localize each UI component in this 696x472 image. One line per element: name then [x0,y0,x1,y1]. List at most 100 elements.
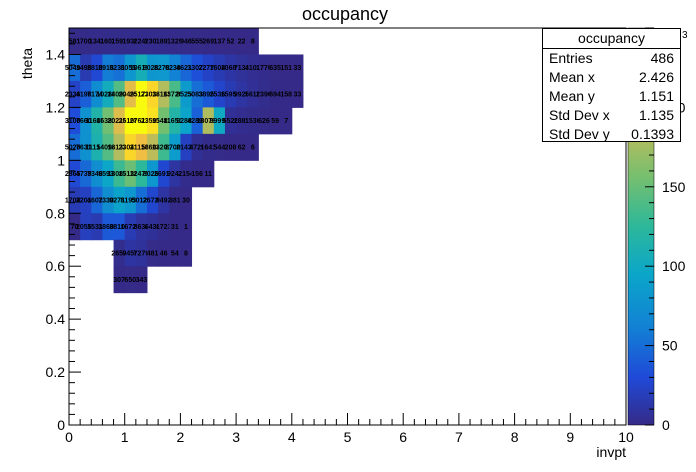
cell-value-label: 10684 [221,65,241,72]
cell-value-label: 1602 [100,39,116,46]
heatmap-cell [269,107,282,135]
colorbar-exponent: 3 [682,30,688,41]
heatmap-cell [158,160,170,188]
heatmap-cell [247,133,259,161]
cell-value-label: 71741 [87,92,107,99]
heatmap-cell [135,160,148,188]
heatmap-cell [135,186,148,214]
cell-value-label: 130875 [107,171,130,178]
heatmap-cell [247,80,259,108]
cell-value-label: 62 [238,145,246,152]
heatmap-cell [236,107,248,135]
cell-value-label: 59 [271,118,279,125]
x-tick-label: 7 [455,429,463,445]
heatmap-cell [169,239,181,267]
cell-value-label: 181327 [107,145,130,152]
heatmap-cell [91,133,103,161]
heatmap-cell [258,54,271,82]
cell-value-label: 23369 [65,92,85,99]
heatmap-cell [113,160,126,188]
cell-value-label: 50839 [187,92,207,99]
stats-row-stddev-x: Std Dev x 1.135 [543,106,680,125]
heatmap-cell [91,80,103,108]
heatmap-cell [191,80,204,108]
cell-value-label: 17049 [65,198,85,205]
heatmap-cell [124,54,137,82]
cell-value-label: 153812 [96,118,119,125]
heatmap-cell [113,133,126,161]
cell-value-label: 700 [80,39,92,46]
cell-value-label: 52318 [109,65,129,72]
x-tick-label: 8 [511,429,519,445]
cell-value-label: 581 [69,39,81,46]
cell-value-label: 81935 [121,198,141,205]
cell-value-label: 235915 [141,118,164,125]
heatmap-cell [202,80,215,108]
stats-value: 486 [650,50,674,66]
heatmap-cell [158,133,170,161]
cell-value-label: 8632 [134,224,150,231]
stats-value: 2.426 [638,69,674,85]
y-tick-label: 0.4 [46,311,66,327]
cell-value-label: 158 [280,92,292,99]
x-tick-label: 4 [288,429,296,445]
heatmap-cell [102,80,115,108]
cell-value-label: 140948 [96,145,119,152]
cell-value-label: 46028 [87,198,107,205]
stats-label: Entries [549,50,593,66]
heatmap-cell [258,107,271,135]
cell-value-label: 47390 [76,171,96,178]
heatmap-cell [135,28,148,55]
heatmap-cell [113,186,126,214]
cell-value-label: 28655 [65,171,85,178]
cell-value-label: 54 [171,250,179,257]
heatmap-cell [202,107,215,135]
y-axis-label: theta [19,48,35,79]
cell-value-label: 137266 [163,92,186,99]
heatmap-cell [191,160,204,188]
y-tick-label: 1 [57,152,65,168]
heatmap-cell [213,133,226,161]
y-tick-label: 0.2 [46,364,66,380]
cell-value-label: 106180 [130,65,153,72]
cell-value-label: 137 [214,39,226,46]
heatmap-cell [158,28,170,55]
stats-label: Mean x [549,69,595,85]
heatmap-cell [180,107,193,135]
x-tick-label: 1 [121,429,129,445]
heatmap-cell [191,133,204,161]
heatmap-cell [113,239,126,267]
heatmap-cell [158,186,170,214]
heatmap-cell [102,107,115,135]
cell-value-label: 694 [269,92,281,99]
stats-label: Std Dev x [549,107,610,123]
cell-value-label: 1 [184,224,188,231]
cell-value-label: 881 [169,198,181,205]
heatmap-cell [91,107,103,135]
heatmap-cell [102,186,115,214]
cell-value-label: 4729 [189,145,205,152]
heatmap-cell [247,54,259,82]
x-tick-label: 6 [399,429,407,445]
heatmap-cell [69,54,81,82]
heatmap-cell [135,133,148,161]
cell-value-label: 1939 [122,39,138,46]
heatmap-cell [124,133,137,161]
heatmap-cell [236,80,248,108]
x-tick-label: 3 [232,429,240,445]
cell-value-label: 33 [293,65,301,72]
heatmap-cell [180,133,193,161]
cell-value-label: 7131 [234,65,250,72]
heatmap-cell [280,107,293,135]
cell-value-label: 211565 [130,145,153,152]
cell-value-label: 230419 [119,145,142,152]
cell-value-label: 208 [225,145,237,152]
heatmap-cell [236,133,248,161]
heatmap-cell [113,54,126,82]
cell-value-label: 202183 [107,118,130,125]
cell-value-label: 555 [191,39,203,46]
cell-value-label: 1641 [200,145,216,152]
cell-value-label: 50499 [65,65,85,72]
heatmap-cell [69,213,81,241]
stats-row-mean-x: Mean x 2.426 [543,68,680,87]
